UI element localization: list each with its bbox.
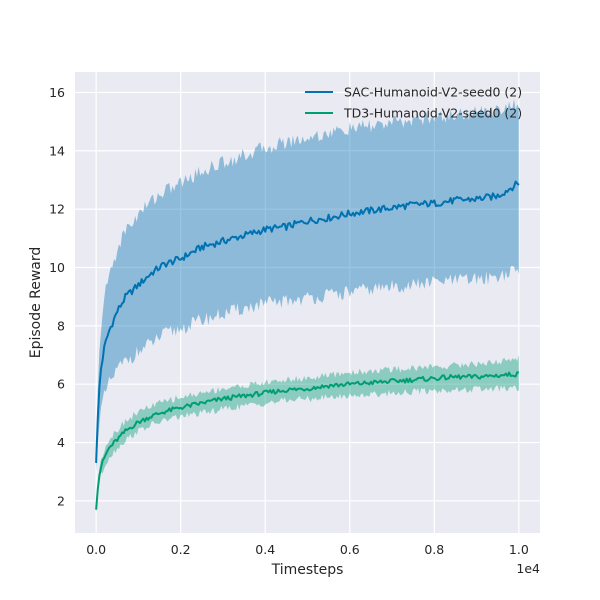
y-tick-label: 8 bbox=[57, 318, 65, 333]
y-tick-label: 10 bbox=[49, 260, 65, 275]
x-tick-label: 1.0 bbox=[509, 542, 529, 557]
legend: SAC-Humanoid-V2-seed0 (2) TD3-Humanoid-V2… bbox=[305, 85, 522, 121]
x-tick-label: 0.2 bbox=[171, 542, 191, 557]
confidence-band-sac bbox=[96, 98, 519, 472]
confidence-bands bbox=[96, 98, 519, 513]
y-tick-label: 14 bbox=[49, 143, 65, 158]
x-tick-label: 0.6 bbox=[340, 542, 360, 557]
y-axis-ticks: 2 4 6 8 10 12 14 16 bbox=[49, 85, 65, 508]
confidence-band-td3 bbox=[96, 354, 519, 513]
x-tick-label: 0.4 bbox=[255, 542, 275, 557]
x-axis-ticks: 0.0 0.2 0.4 0.6 0.8 1.0 bbox=[86, 542, 529, 557]
y-tick-label: 12 bbox=[49, 202, 65, 217]
y-tick-label: 6 bbox=[57, 377, 65, 392]
legend-entry: SAC-Humanoid-V2-seed0 (2) bbox=[344, 85, 522, 100]
x-tick-label: 0.8 bbox=[424, 542, 444, 557]
y-tick-label: 2 bbox=[57, 493, 65, 508]
series-lines bbox=[95, 180, 520, 510]
plot-area bbox=[75, 72, 540, 533]
x-axis-label: Timesteps bbox=[271, 562, 344, 578]
y-tick-label: 16 bbox=[49, 85, 65, 100]
y-axis-label: Episode Reward bbox=[28, 247, 44, 359]
y-tick-label: 4 bbox=[57, 435, 65, 450]
series-line-td3 bbox=[95, 371, 519, 510]
x-tick-label: 0.0 bbox=[86, 542, 106, 557]
legend-entry: TD3-Humanoid-V2-seed0 (2) bbox=[343, 106, 522, 121]
series-line-sac bbox=[95, 180, 520, 464]
x-axis-offset-label: 1e4 bbox=[516, 561, 540, 576]
